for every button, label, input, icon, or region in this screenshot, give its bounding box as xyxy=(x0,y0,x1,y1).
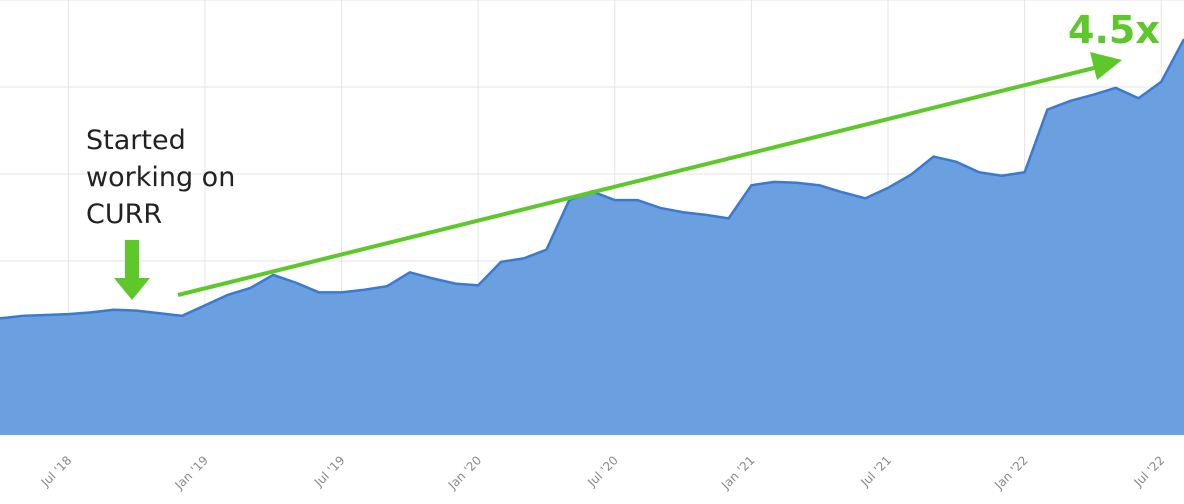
annotation: Started working on CURR xyxy=(86,125,236,230)
annotation-growth: 4.5x xyxy=(1068,8,1160,52)
x-tick-label: Jul '20 xyxy=(584,453,621,490)
x-tick-label: Jul '18 xyxy=(38,453,75,490)
down-arrow-shaft xyxy=(125,240,139,280)
x-tick-label: Jan '20 xyxy=(445,453,485,493)
x-tick-label: Jul '22 xyxy=(1131,453,1168,490)
trend-arrow xyxy=(177,65,1099,297)
x-tick-label: Jan '21 xyxy=(718,453,758,493)
trend-arrowhead xyxy=(1090,52,1122,80)
area xyxy=(0,39,1184,436)
down-arrow-head xyxy=(114,278,150,300)
x-tick-label: Jan '19 xyxy=(172,453,212,493)
x-tick-label: Jul '19 xyxy=(311,453,348,490)
x-tick-label: Jul '21 xyxy=(857,453,894,490)
x-tick-label: Jan '22 xyxy=(991,453,1031,493)
